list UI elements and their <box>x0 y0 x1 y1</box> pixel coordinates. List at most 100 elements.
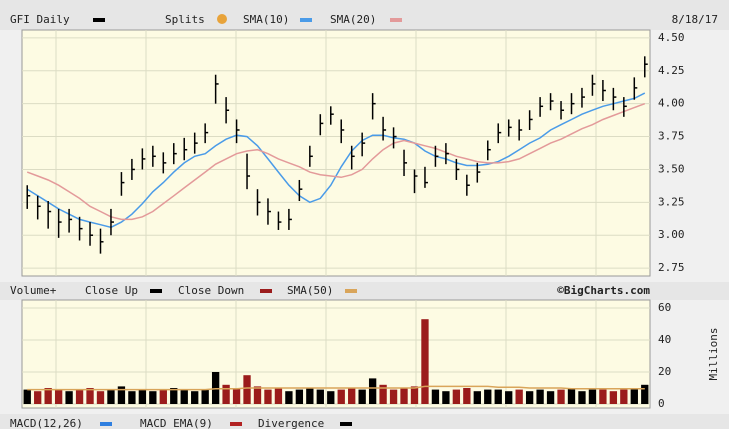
volume-bar <box>274 388 283 404</box>
volume-bar <box>285 391 293 404</box>
volume-bar <box>191 391 199 404</box>
volume-bar <box>389 389 398 404</box>
legend-label: SMA(20) <box>330 13 376 26</box>
volume-panel <box>21 299 651 409</box>
y-tick-label: 40 <box>658 333 671 346</box>
volume-bar <box>358 389 366 404</box>
volume-bar <box>588 389 597 404</box>
splits-label: Splits <box>165 13 205 26</box>
volume-bar <box>473 391 481 404</box>
volume-bar <box>421 319 429 404</box>
y-tick-label: 3.75 <box>658 130 685 143</box>
volume-bar <box>557 389 565 404</box>
volume-bar <box>505 391 513 404</box>
volume-bar <box>243 375 251 404</box>
legend-swatch <box>340 422 352 426</box>
volume-bar <box>54 389 63 404</box>
volume-bar <box>609 391 618 404</box>
volume-bar <box>264 389 272 404</box>
volume-bar <box>641 384 649 404</box>
legend-swatch <box>150 289 162 293</box>
legend-swatch <box>345 289 357 293</box>
volume-bar <box>620 389 628 404</box>
y-tick-label: 3.50 <box>658 162 685 175</box>
volume-bar <box>149 391 157 404</box>
y-tick-label: 20 <box>658 365 671 378</box>
volume-bar <box>222 384 230 404</box>
volume-bar <box>117 386 126 404</box>
volume-bar <box>253 386 262 404</box>
y-tick-label: 3.25 <box>658 195 685 208</box>
volume-bar <box>599 389 607 404</box>
volume-bar <box>368 378 377 404</box>
volume-bar <box>431 389 440 404</box>
volume-bar <box>379 384 387 404</box>
volume-bar <box>567 388 576 404</box>
volume-bar <box>138 389 147 404</box>
credit: ©BigCharts.com <box>557 284 650 297</box>
y-tick-label: 4.00 <box>658 97 685 110</box>
volume-bar <box>232 388 241 404</box>
volume-bar <box>337 389 345 404</box>
volume-bar <box>201 389 209 404</box>
volume-bar <box>96 391 105 404</box>
legend-label: SMA(50) <box>287 284 333 297</box>
volume-bar <box>494 389 502 404</box>
legend-label: Close Down <box>178 284 244 297</box>
y-tick-label: 3.00 <box>658 228 685 241</box>
volume-bar <box>170 388 178 404</box>
legend-swatch <box>300 18 312 22</box>
legend-label: Close Up <box>85 284 138 297</box>
volume-bar <box>295 389 304 404</box>
header-bar <box>0 0 729 30</box>
volume-bar <box>484 389 492 404</box>
y-tick-label: 0 <box>658 397 665 410</box>
volume-title: Volume+ <box>10 284 57 297</box>
volume-bar <box>536 389 544 404</box>
y-axis-label: Millions <box>707 328 720 381</box>
volume-bar <box>410 386 419 404</box>
volume-bar <box>442 391 450 404</box>
volume-bar <box>128 391 136 404</box>
volume-bar <box>327 391 335 404</box>
legend-label: SMA(10) <box>243 13 289 26</box>
legend-label: MACD EMA(9) <box>140 417 213 429</box>
volume-bar <box>86 388 94 404</box>
legend-label: Divergence <box>258 417 324 429</box>
volume-bar <box>515 389 523 404</box>
volume-bar <box>34 391 42 404</box>
volume-bar <box>348 388 356 404</box>
legend-label: MACD(12,26) <box>10 417 83 429</box>
volume-header-bar <box>0 282 729 300</box>
volume-bar <box>75 389 84 404</box>
volume-bar <box>107 389 115 404</box>
legend-swatch <box>390 18 402 22</box>
volume-bar <box>546 391 555 404</box>
volume-bar <box>44 388 52 404</box>
volume-bar <box>525 391 534 404</box>
volume-bar <box>452 389 461 404</box>
legend-swatch <box>260 289 272 293</box>
volume-bar <box>159 389 167 404</box>
volume-bar <box>306 388 314 404</box>
legend-swatch <box>93 18 105 22</box>
volume-bar <box>211 372 220 404</box>
y-tick-label: 60 <box>658 301 671 314</box>
chart-title: GFI Daily <box>10 13 70 26</box>
volume-bar <box>65 391 73 404</box>
y-tick-label: 4.50 <box>658 31 685 44</box>
price-panel <box>21 29 651 277</box>
volume-bar <box>400 388 408 404</box>
legend-swatch <box>230 422 242 426</box>
y-tick-label: 2.75 <box>658 261 685 274</box>
sma-line <box>26 102 646 221</box>
sma-line <box>27 385 645 391</box>
volume-bar <box>180 389 188 404</box>
volume-bar <box>630 388 638 404</box>
y-tick-label: 4.25 <box>658 64 685 77</box>
macd-header-bar <box>0 414 729 429</box>
volume-bar <box>463 388 471 404</box>
volume-bar <box>578 391 586 404</box>
volume-bar <box>23 389 31 404</box>
